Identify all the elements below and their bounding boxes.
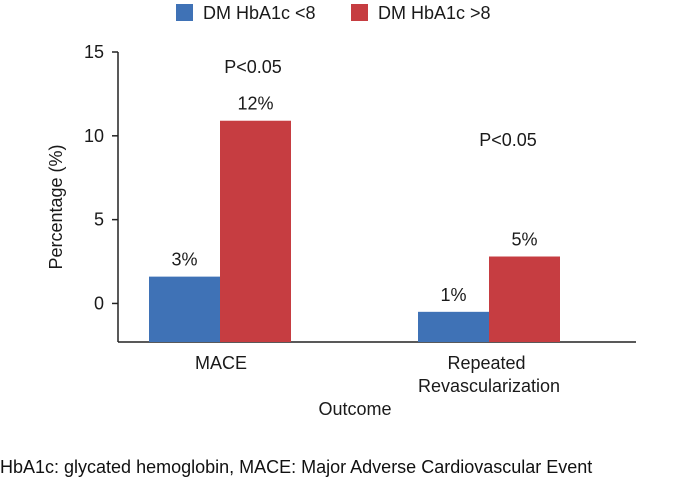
bar-mace-hba1c-below-8 xyxy=(149,276,220,342)
bar-revascularization-hba1c-above-8 xyxy=(489,256,560,342)
data-label-mace-hba1c-above-8: 12% xyxy=(237,94,273,114)
bar-revascularization-hba1c-below-8 xyxy=(418,311,489,342)
data-label-mace-hba1c-below-8: 3% xyxy=(171,250,197,270)
data-labels: 3% 12% 1% 5% xyxy=(171,94,537,305)
y-ticks: 0 5 10 15 xyxy=(84,42,118,313)
legend-swatch-hba1c-below-8 xyxy=(176,4,193,21)
x-tick-label-mace: MACE xyxy=(195,353,247,373)
p-value-annotation-revascularization: P<0.05 xyxy=(479,130,537,150)
y-tick-label: 10 xyxy=(84,126,104,146)
y-tick-label: 5 xyxy=(94,210,104,230)
legend-swatch-hba1c-above-8 xyxy=(351,4,368,21)
bar-chart: DM HbA1c <8 DM HbA1c >8 0 5 10 15 Percentag… xyxy=(46,3,636,419)
x-axis-label: Outcome xyxy=(318,399,391,419)
y-tick-label: 15 xyxy=(84,42,104,62)
data-label-revascularization-hba1c-above-8: 5% xyxy=(511,230,537,250)
legend-label-hba1c-above-8: DM HbA1c >8 xyxy=(378,3,491,23)
y-tick-label: 0 xyxy=(94,293,104,313)
x-tick-label-revasc-line-2: Revascularization xyxy=(418,376,560,396)
p-value-annotation-mace: P<0.05 xyxy=(224,57,282,77)
x-tick-label-repeated-revascularization: Repeated Revascularization xyxy=(418,353,560,396)
x-tick-label-revasc-line-1: Repeated xyxy=(447,353,525,373)
data-label-revascularization-hba1c-below-8: 1% xyxy=(440,285,466,305)
y-axis-label: Percentage (%) xyxy=(46,144,66,269)
x-tick-label-mace-line-1: MACE xyxy=(195,353,247,373)
bars xyxy=(149,120,560,342)
legend: DM HbA1c <8 DM HbA1c >8 xyxy=(176,3,491,23)
legend-label-hba1c-below-8: DM HbA1c <8 xyxy=(203,3,316,23)
figure-caption: HbA1c: glycated hemoglobin, MACE: Major … xyxy=(0,457,593,477)
bar-mace-hba1c-above-8 xyxy=(220,120,291,342)
